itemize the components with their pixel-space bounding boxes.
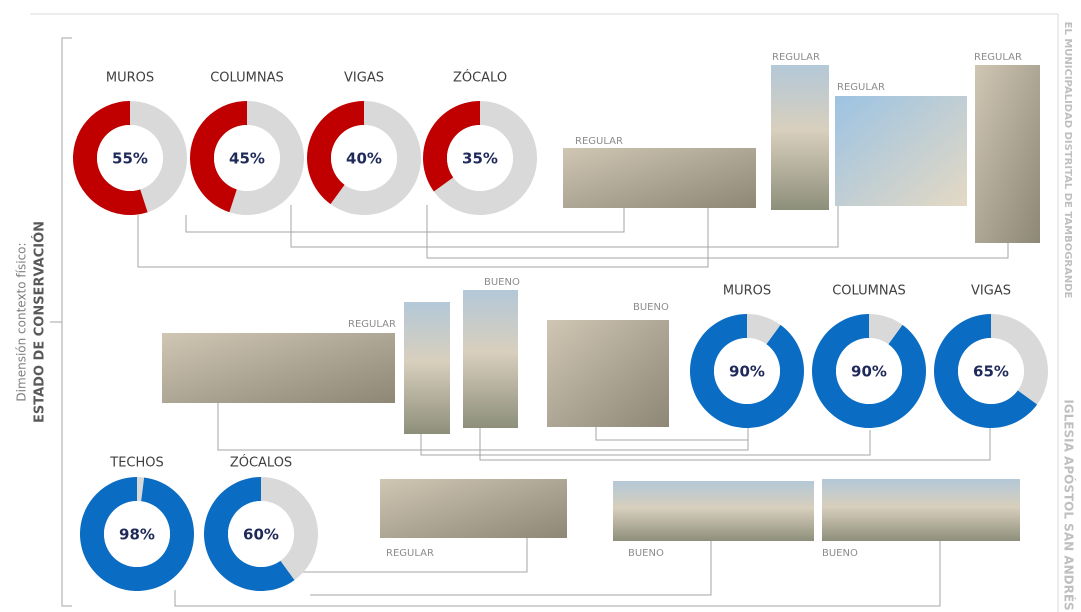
photo-label: REGULAR (772, 52, 820, 63)
building-name: EL MUNICIPALIDAD DISTRITAL DE TAMBOGRAND… (1062, 22, 1073, 299)
photo-label: BUENO (484, 277, 520, 288)
donut-label: VIGAS (344, 71, 384, 86)
photo (975, 65, 1040, 243)
photo-label: BUENO (822, 548, 858, 559)
donut-value: 55% (112, 150, 148, 168)
photo (162, 333, 395, 403)
donut-value: 40% (346, 150, 382, 168)
donut-label: TECHOS (109, 456, 164, 471)
building-name: IGLESIA APÓSTOL SAN ANDRÉS (1062, 399, 1077, 610)
photo (547, 320, 669, 427)
donut-label: MUROS (106, 71, 154, 86)
page: Dimensión contexto físico: ESTADO DE CON… (0, 0, 1081, 612)
photo-label: REGULAR (386, 548, 434, 559)
side-subtitle: Dimensión contexto físico: (15, 242, 29, 401)
donut-label: ZÓCALO (453, 70, 507, 86)
photo (822, 479, 1020, 541)
photo (404, 302, 450, 434)
donut-value: 98% (119, 526, 155, 544)
donut-label: COLUMNAS (832, 284, 906, 299)
donut-value: 35% (462, 150, 498, 168)
photo-label: BUENO (633, 302, 669, 313)
donut-label: COLUMNAS (210, 71, 284, 86)
photo-label: REGULAR (348, 319, 396, 330)
infographic: Dimensión contexto físico: ESTADO DE CON… (0, 0, 1081, 612)
photo-label: REGULAR (974, 52, 1022, 63)
photo (613, 481, 814, 541)
donut-label: ZÓCALOS (230, 455, 292, 471)
donut-value: 90% (851, 363, 887, 381)
donut-value: 45% (229, 150, 265, 168)
photo-label: REGULAR (837, 82, 885, 93)
donut-value: 60% (243, 526, 279, 544)
donut-label: MUROS (723, 284, 771, 299)
photo-label: REGULAR (575, 136, 623, 147)
donut-label: VIGAS (971, 284, 1011, 299)
photo (463, 290, 518, 428)
photo-label: BUENO (628, 548, 664, 559)
photo (563, 148, 756, 208)
donut-value: 90% (729, 363, 765, 381)
photo (771, 65, 829, 210)
photo (835, 96, 967, 206)
donut-value: 65% (973, 363, 1009, 381)
photo (380, 479, 567, 538)
side-title: ESTADO DE CONSERVACIÓN (32, 221, 48, 423)
